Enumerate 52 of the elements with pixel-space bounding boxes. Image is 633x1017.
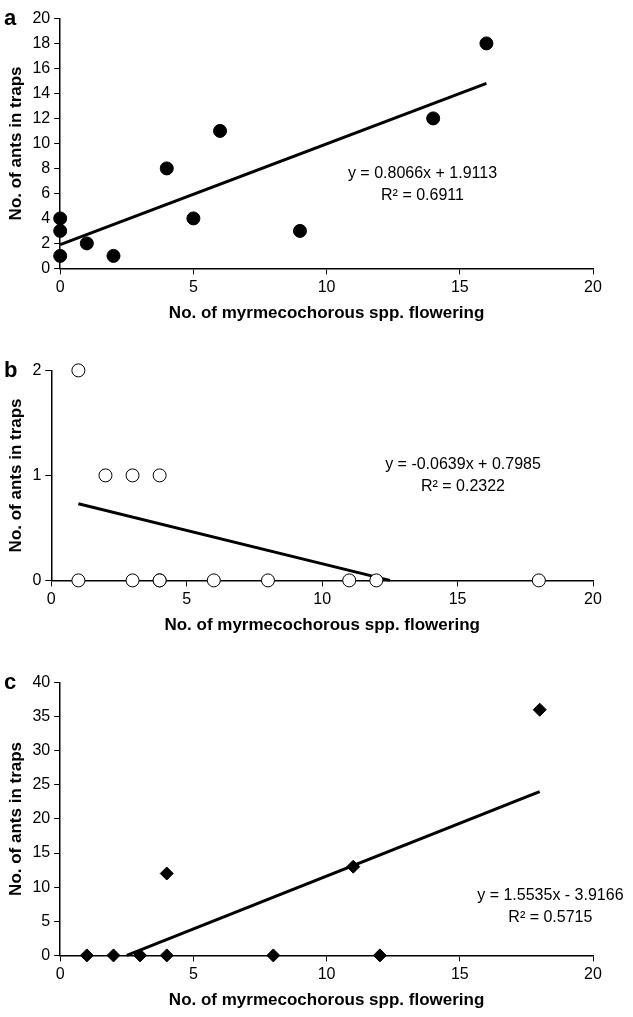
y-axis-title: No. of ants in traps (5, 741, 25, 896)
y-tick-label: 20 (32, 8, 51, 26)
x-axis-title: No. of myrmecochorous spp. flowering (168, 303, 485, 323)
x-tick-label: 5 (188, 965, 198, 983)
x-tick-label: 15 (450, 965, 469, 983)
annotation: y = 0.8066x + 1.9113 (347, 163, 498, 181)
y-tick-label: 20 (32, 809, 51, 827)
y-tick-label: 25 (32, 775, 51, 793)
annotation: R² = 0.2322 (420, 477, 506, 495)
y-tick-label: 30 (32, 741, 51, 759)
chart-title: c (4, 669, 17, 695)
annotation: R² = 0.6911 (381, 185, 465, 203)
chart-title: b (4, 357, 18, 383)
y-tick-label: 0 (41, 945, 51, 963)
annotation: y = -0.0639x + 0.7985 (385, 455, 541, 473)
y-tick-label: 2 (41, 233, 51, 251)
x-tick-label: 0 (55, 278, 65, 296)
x-tick-label: 10 (317, 278, 336, 296)
x-tick-label: 20 (584, 590, 602, 608)
x-tick-label: 20 (584, 965, 602, 983)
x-tick-label: 5 (188, 278, 198, 296)
x-tick-label: 15 (450, 278, 469, 296)
y-tick-label: 5 (41, 911, 51, 929)
x-tick-label: 0 (55, 965, 65, 983)
y-tick-label: 4 (41, 208, 51, 226)
annotation: R² = 0.5715 (508, 907, 593, 925)
y-tick-label: 0 (41, 258, 51, 276)
x-axis-title: No. of myrmecochorous spp. flowering (164, 615, 480, 635)
x-tick-label: 10 (317, 965, 336, 983)
x-axis-title: No. of myrmecochorous spp. flowering (168, 990, 485, 1010)
chart-title: a (4, 5, 17, 31)
annotation: y = 1.5535x - 3.9166 (477, 885, 624, 903)
y-tick-label: 14 (32, 83, 51, 101)
y-tick-label: 10 (32, 133, 51, 151)
y-tick-label: 18 (32, 33, 51, 51)
x-tick-label: 10 (313, 590, 332, 608)
y-tick-label: 8 (41, 158, 51, 176)
x-tick-label: 15 (448, 590, 467, 608)
y-tick-label: 2 (32, 360, 42, 378)
y-tick-label: 10 (32, 877, 51, 895)
x-tick-label: 20 (584, 278, 602, 296)
y-tick-label: 0 (32, 570, 42, 588)
y-axis-title: No. of ants in traps (5, 66, 25, 221)
y-tick-label: 15 (32, 843, 51, 861)
y-axis-title: No. of ants in traps (5, 398, 25, 553)
y-tick-label: 40 (32, 672, 51, 690)
x-tick-label: 5 (182, 590, 192, 608)
y-tick-label: 1 (32, 465, 42, 483)
y-tick-label: 35 (32, 706, 51, 724)
y-tick-label: 6 (41, 183, 51, 201)
y-tick-label: 16 (32, 58, 51, 76)
y-tick-label: 12 (32, 108, 51, 126)
